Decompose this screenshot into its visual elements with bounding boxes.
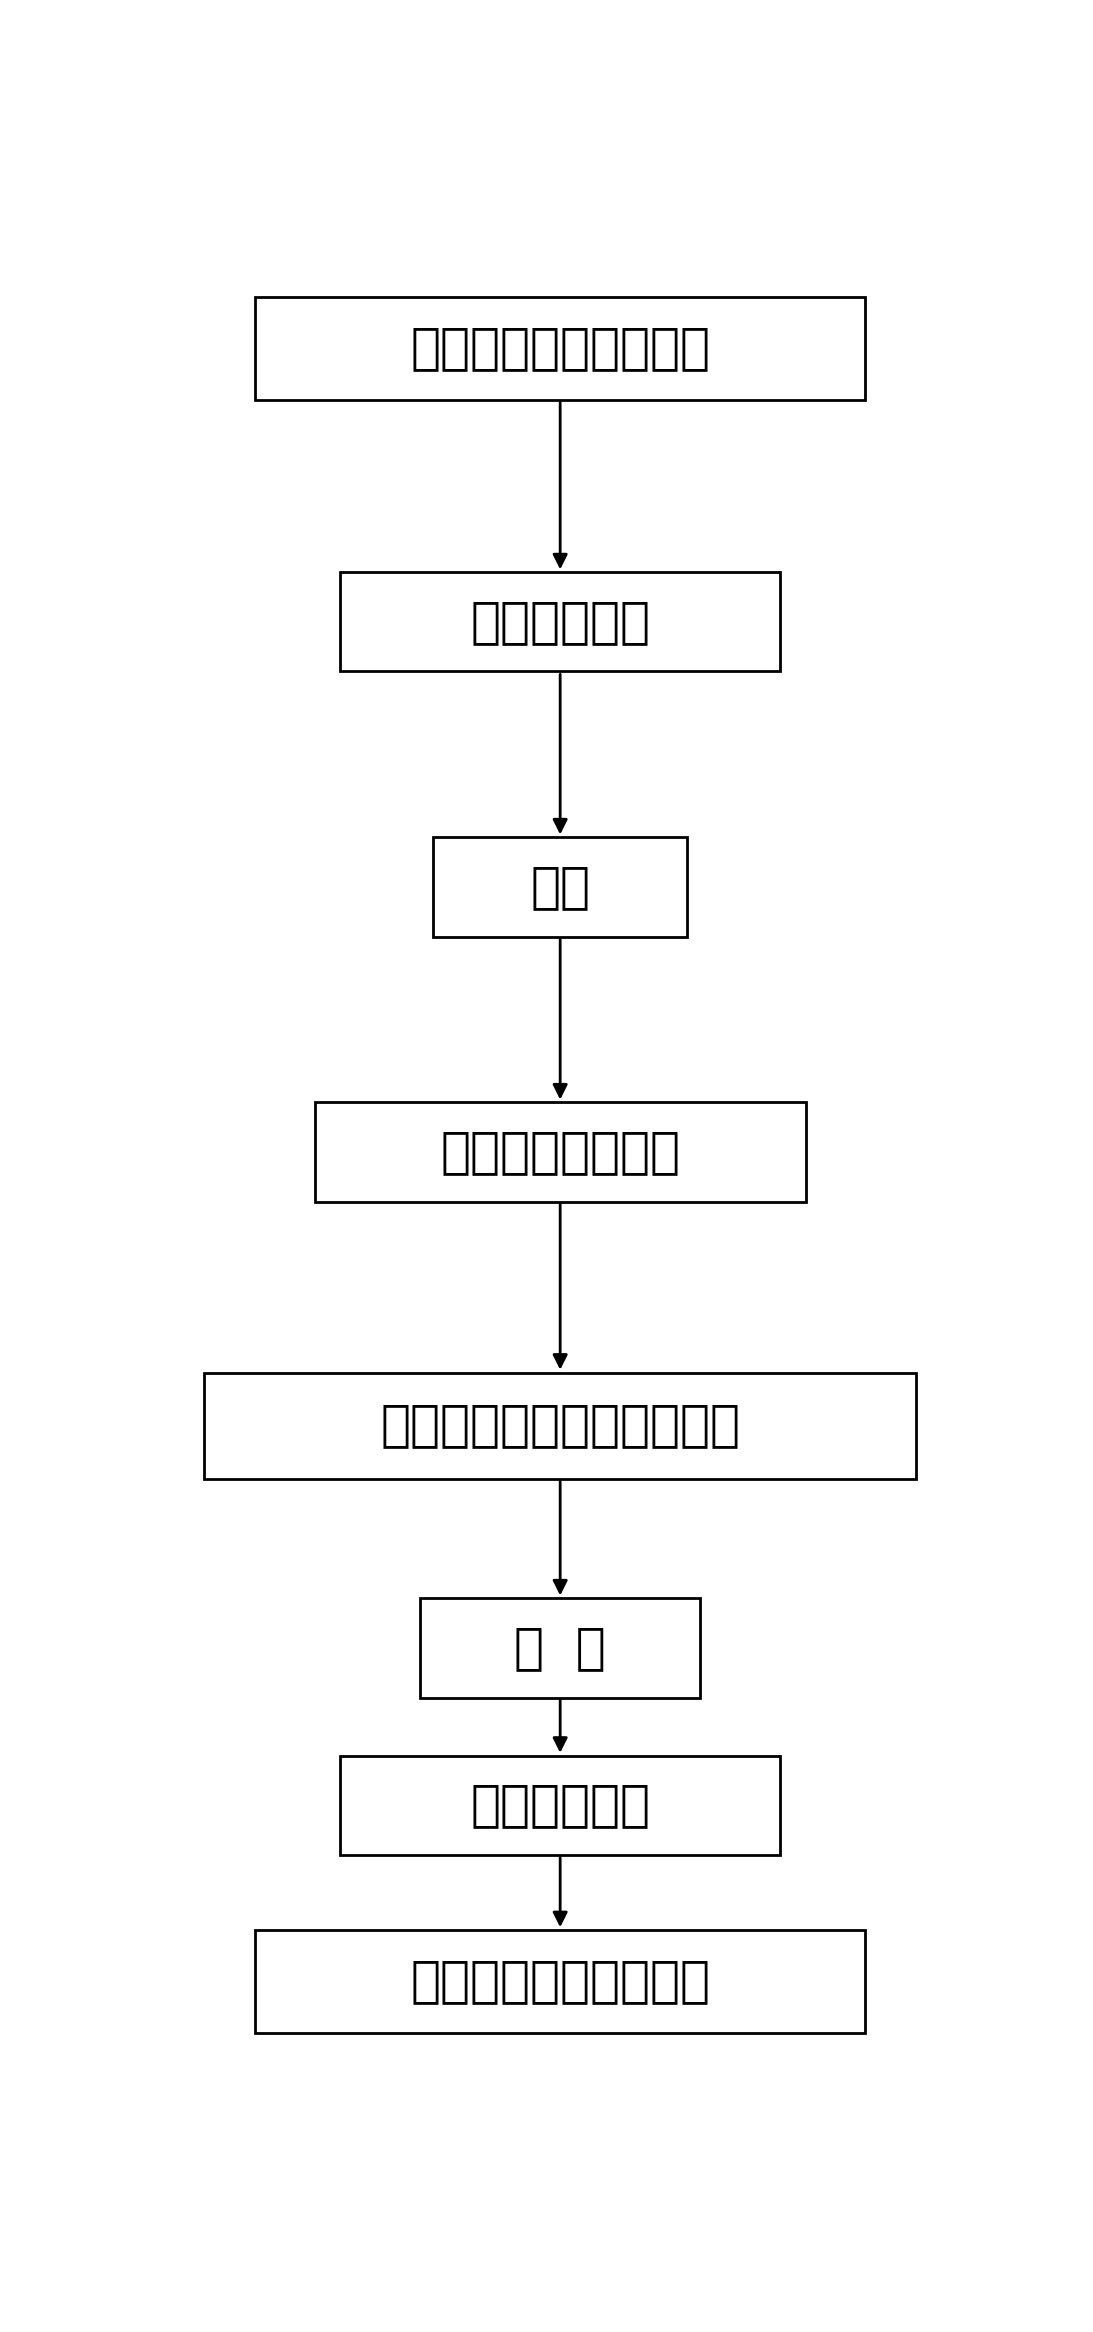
Text: 去离子水清洗: 去离子水清洗 [470, 597, 650, 646]
Text: 以一定速度降低电子束束流: 以一定速度降低电子束束流 [380, 1402, 740, 1451]
Bar [256, 1931, 866, 2034]
Text: 磷和金属含量高的硅料: 磷和金属含量高的硅料 [410, 324, 710, 373]
Text: 切去硅锭顶部: 切去硅锭顶部 [470, 1782, 650, 1828]
Text: 磷和金属含量低的硅锭: 磷和金属含量低的硅锭 [410, 1957, 710, 2006]
Bar [340, 1756, 780, 1854]
Text: 保  温: 保 温 [515, 1623, 606, 1672]
Bar [315, 1103, 806, 1201]
Bar [433, 837, 687, 937]
Bar [256, 296, 866, 399]
Text: 烘干: 烘干 [530, 863, 590, 912]
Text: 高束流电子束熔化: 高束流电子束熔化 [440, 1129, 680, 1175]
Bar [421, 1597, 700, 1698]
Bar [340, 571, 780, 672]
Bar [204, 1374, 916, 1478]
